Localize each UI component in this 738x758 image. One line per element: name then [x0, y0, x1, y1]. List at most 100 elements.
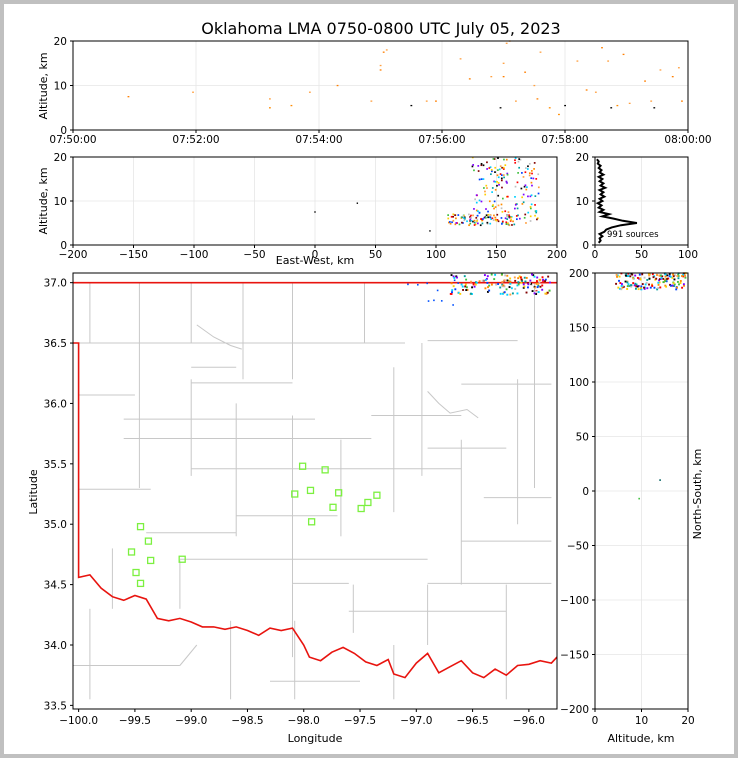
lightning-source: [473, 285, 476, 288]
latitude-tick-label: 33.5: [44, 700, 67, 712]
lightning-source: [671, 76, 674, 78]
lightning-source: [630, 284, 633, 287]
lightning-source: [622, 53, 625, 56]
east-west-ticks: −200 −150 −100 −50 0 50 100 150 200 0 10 20: [54, 152, 567, 261]
lightning-source: [677, 67, 680, 69]
lightning-source: [426, 282, 428, 285]
lightning-source: [481, 222, 484, 225]
lightning-source: [356, 202, 359, 204]
lightning-source: [505, 288, 508, 291]
lightning-source: [618, 275, 621, 278]
lightning-source: [486, 221, 489, 224]
lightning-source: [481, 219, 483, 222]
figure-frame: Oklahoma LMA 0750-0800 UTC July 05, 2023…: [4, 4, 734, 754]
lightning-source: [675, 288, 678, 291]
lightning-source: [484, 190, 486, 193]
lightning-source: [500, 177, 503, 180]
lightning-source: [547, 275, 550, 278]
lightning-source: [661, 275, 664, 278]
lightning-source: [656, 273, 658, 276]
lightning-source: [646, 287, 649, 290]
lightning-source: [494, 206, 497, 208]
lightning-source: [468, 224, 470, 227]
lightning-source: [507, 222, 509, 225]
lightning-source: [504, 210, 507, 213]
lightning-source: [490, 173, 492, 176]
lightning-source: [638, 497, 640, 500]
lightning-source: [450, 274, 453, 277]
lightning-source: [478, 199, 481, 202]
lightning-source: [524, 280, 527, 283]
lightning-source: [527, 282, 530, 285]
lightning-source: [427, 300, 430, 302]
lightning-source: [487, 216, 489, 219]
lightning-source: [514, 157, 517, 160]
lightning-source: [469, 218, 472, 221]
lightning-source: [664, 275, 667, 278]
lightning-source: [525, 188, 528, 191]
lightning-source: [665, 285, 668, 288]
lightning-source: [664, 284, 667, 287]
lightning-source: [481, 279, 484, 282]
lightning-source: [660, 277, 663, 280]
lightning-source: [636, 277, 639, 279]
lightning-source: [518, 217, 521, 220]
histogram-source-count: 991 sources: [607, 230, 659, 240]
lightning-source: [465, 278, 468, 281]
lightning-source: [527, 211, 530, 214]
lightning-source: [632, 282, 635, 285]
lightning-source: [465, 289, 468, 291]
lightning-source: [650, 100, 653, 102]
lightning-source: [476, 214, 479, 217]
lightning-source: [516, 284, 519, 287]
lightning-source: [459, 292, 462, 295]
lightning-source: [514, 185, 517, 188]
lightning-source: [615, 273, 618, 276]
lightning-source: [653, 275, 656, 278]
lightning-source: [492, 204, 494, 206]
lightning-source: [664, 280, 667, 283]
longitude-tick-label: −98.5: [231, 715, 263, 727]
lightning-source: [532, 274, 535, 277]
longitude-tick-label: −97.5: [344, 715, 376, 727]
lightning-source: [601, 47, 603, 49]
lightning-source: [544, 278, 547, 281]
lightning-source: [620, 288, 623, 291]
lma-station-marker: [132, 568, 140, 577]
lightning-source: [532, 177, 535, 180]
lma-station-marker: [306, 486, 315, 495]
lightning-source: [506, 172, 509, 175]
lightning-source: [682, 283, 685, 286]
lightning-source: [536, 218, 538, 221]
time-altitude-ticks: 07:50:00 07:52:00 07:54:00 07:56:00 07:58:00…: [49, 36, 711, 146]
lightning-source: [629, 285, 632, 288]
north-south-xlabel: Altitude, km: [607, 732, 674, 745]
time-tick-label: 07:58:00: [541, 134, 588, 146]
altitude-tick-label: 0: [60, 125, 67, 137]
lightning-source: [483, 216, 486, 219]
lightning-source: [664, 273, 667, 276]
longitude-tick-label: −98.0: [288, 715, 320, 727]
lightning-source: [496, 180, 498, 183]
lightning-source: [644, 80, 646, 82]
lightning-source: [491, 191, 493, 193]
lightning-source: [519, 276, 522, 279]
lightning-source: [530, 282, 532, 285]
lightning-source: [435, 100, 437, 102]
lightning-source: [514, 207, 516, 210]
lightning-source: [453, 279, 456, 282]
lightning-source: [433, 299, 435, 302]
lightning-source: [659, 479, 661, 481]
lightning-source: [671, 276, 674, 279]
lightning-source: [515, 203, 518, 205]
lightning-source: [475, 194, 478, 197]
latitude-tick-label: 36.5: [44, 338, 67, 350]
lightning-source: [501, 223, 503, 225]
lightning-source: [501, 285, 504, 288]
east-west-panel: −200 −150 −100 −50 0 50 100 150 200 0 10 20 Altitud…: [37, 152, 567, 267]
east-west-grid: [72, 156, 558, 246]
lightning-source: [625, 272, 628, 275]
lightning-source: [515, 100, 517, 102]
lightning-source: [564, 104, 566, 107]
lightning-source: [477, 170, 480, 172]
